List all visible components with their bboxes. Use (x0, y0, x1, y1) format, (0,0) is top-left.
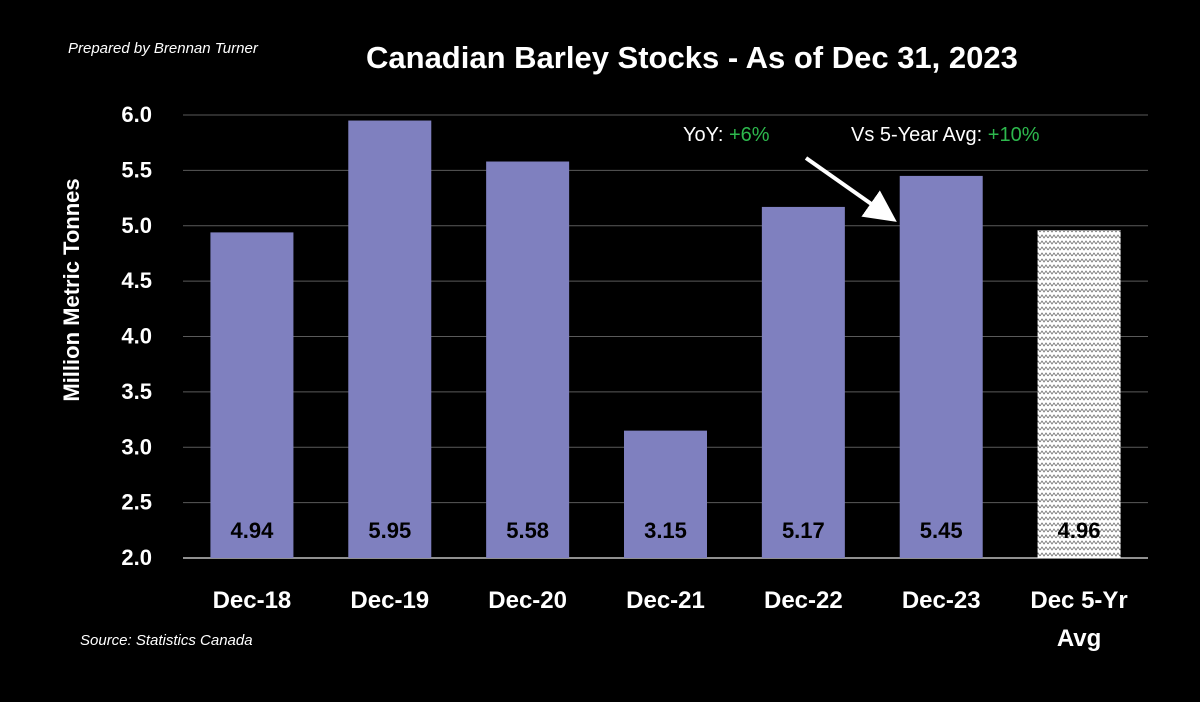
credit-text: Prepared by Brennan Turner (68, 40, 258, 57)
y-tick-label: 5.5 (121, 157, 152, 182)
yoy-annotation: YoY: +6% (683, 124, 770, 147)
data-label: 5.45 (920, 518, 963, 543)
x-tick-label: Dec-22 (764, 587, 843, 614)
x-tick-label: Dec-23 (902, 587, 981, 614)
bar (899, 175, 983, 558)
y-tick-label: 6.0 (121, 102, 152, 127)
annotation-arrow (804, 156, 897, 222)
y-tick-label: 2.0 (121, 545, 152, 570)
chart-title: Canadian Barley Stocks - As of Dec 31, 2… (366, 40, 1018, 75)
x-tick-label: Dec-18 (213, 587, 292, 614)
y-tick-label: 3.0 (121, 434, 152, 459)
avg-label: Vs 5-Year Avg: (851, 124, 988, 146)
data-label: 5.58 (506, 518, 549, 543)
data-label: 5.17 (782, 518, 825, 543)
bar (624, 430, 707, 558)
bar (1037, 230, 1121, 558)
bar (761, 206, 845, 559)
avg-annotation: Vs 5-Year Avg: +10% (851, 124, 1039, 147)
bar (486, 161, 570, 558)
y-tick-label: 4.0 (121, 324, 152, 349)
y-tick-label: 4.5 (121, 268, 152, 293)
x-tick-label: Dec 5-Yr (1030, 587, 1127, 614)
data-label: 4.94 (231, 518, 275, 543)
x-tick-label: Avg (1057, 625, 1101, 652)
data-label: 4.96 (1058, 518, 1101, 543)
source-text: Source: Statistics Canada (80, 632, 253, 649)
x-tick-label: Dec-19 (350, 587, 429, 614)
avg-value: +10% (987, 124, 1040, 146)
bar (210, 232, 294, 558)
data-label: 3.15 (644, 518, 687, 543)
y-axis-label: Million Metric Tonnes (59, 178, 84, 402)
y-tick-label: 2.5 (121, 490, 152, 515)
yoy-value: +6% (728, 124, 770, 146)
data-label: 5.95 (368, 518, 411, 543)
x-tick-label: Dec-20 (488, 587, 567, 614)
y-tick-label: 3.5 (121, 379, 152, 404)
y-tick-label: 5.0 (121, 213, 152, 238)
bars (210, 120, 1121, 559)
bar (348, 120, 432, 558)
labels: 2.0 2.5 3.0 3.5 4.0 4.5 5.0 5.5 6.0 4.94 Dec-18 5.9… (121, 102, 1127, 652)
yoy-label: YoY: (683, 124, 729, 146)
gridlines (183, 114, 1148, 559)
x-tick-label: Dec-21 (626, 587, 705, 614)
